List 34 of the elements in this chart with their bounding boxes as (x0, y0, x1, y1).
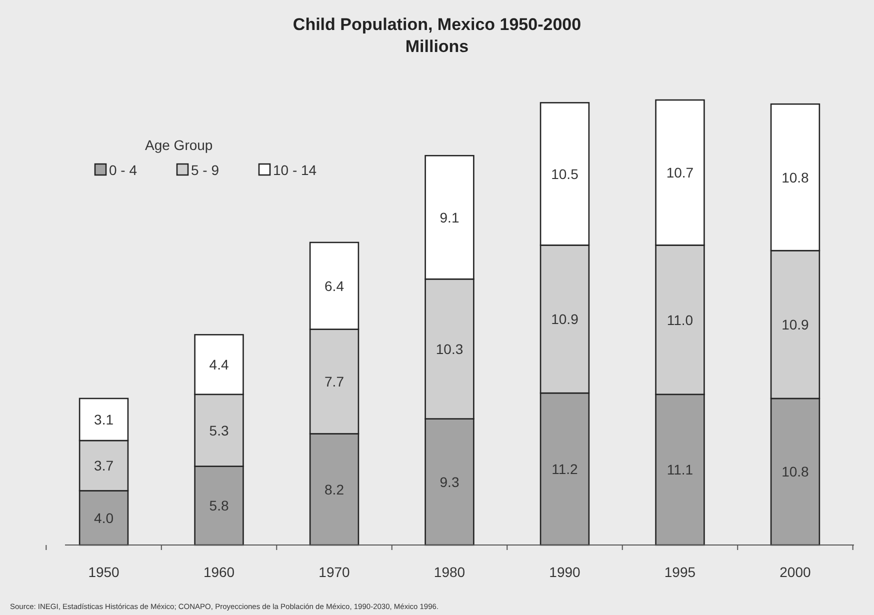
x-tick-label: 2000 (780, 564, 812, 580)
data-label: 10.7 (666, 164, 694, 181)
data-label: 7.7 (324, 374, 344, 390)
legend-label: 5 - 9 (191, 162, 220, 178)
legend-title: Age Group (145, 137, 213, 153)
data-label: 10.8 (782, 169, 810, 186)
x-tick-label: 1990 (549, 564, 581, 580)
data-label: 11.2 (552, 461, 578, 478)
data-label: 3.1 (94, 412, 114, 428)
data-label: 10.9 (551, 311, 579, 328)
data-label: 8.2 (324, 481, 344, 498)
chart-subtitle: Millions (405, 37, 469, 56)
data-label: 5.8 (209, 498, 229, 514)
data-label: 4.0 (94, 510, 114, 526)
x-tick-label: 1950 (88, 564, 120, 580)
data-label: 5.3 (209, 422, 229, 438)
data-label: 10.9 (782, 316, 810, 333)
x-tick-label: 1960 (203, 564, 235, 580)
data-label: 10.3 (436, 340, 464, 357)
x-tick-label: 1970 (318, 564, 350, 580)
data-label: 9.1 (440, 209, 460, 226)
data-label: 6.4 (324, 278, 344, 294)
legend-label: 10 - 14 (273, 162, 317, 178)
data-label: 11.1 (666, 462, 694, 478)
x-tick-label: 1980 (434, 564, 466, 580)
data-label: 11.0 (666, 312, 694, 328)
data-label: 4.4 (209, 356, 229, 373)
data-label: 10.5 (551, 166, 579, 182)
chart-title: Child Population, Mexico 1950-2000 (292, 15, 582, 34)
data-label: 10.8 (782, 464, 810, 480)
legend-label: 0 - 4 (109, 162, 138, 178)
x-tick-label: 1995 (664, 564, 696, 580)
data-label: 3.7 (94, 458, 114, 474)
data-label: 9.3 (440, 474, 460, 490)
